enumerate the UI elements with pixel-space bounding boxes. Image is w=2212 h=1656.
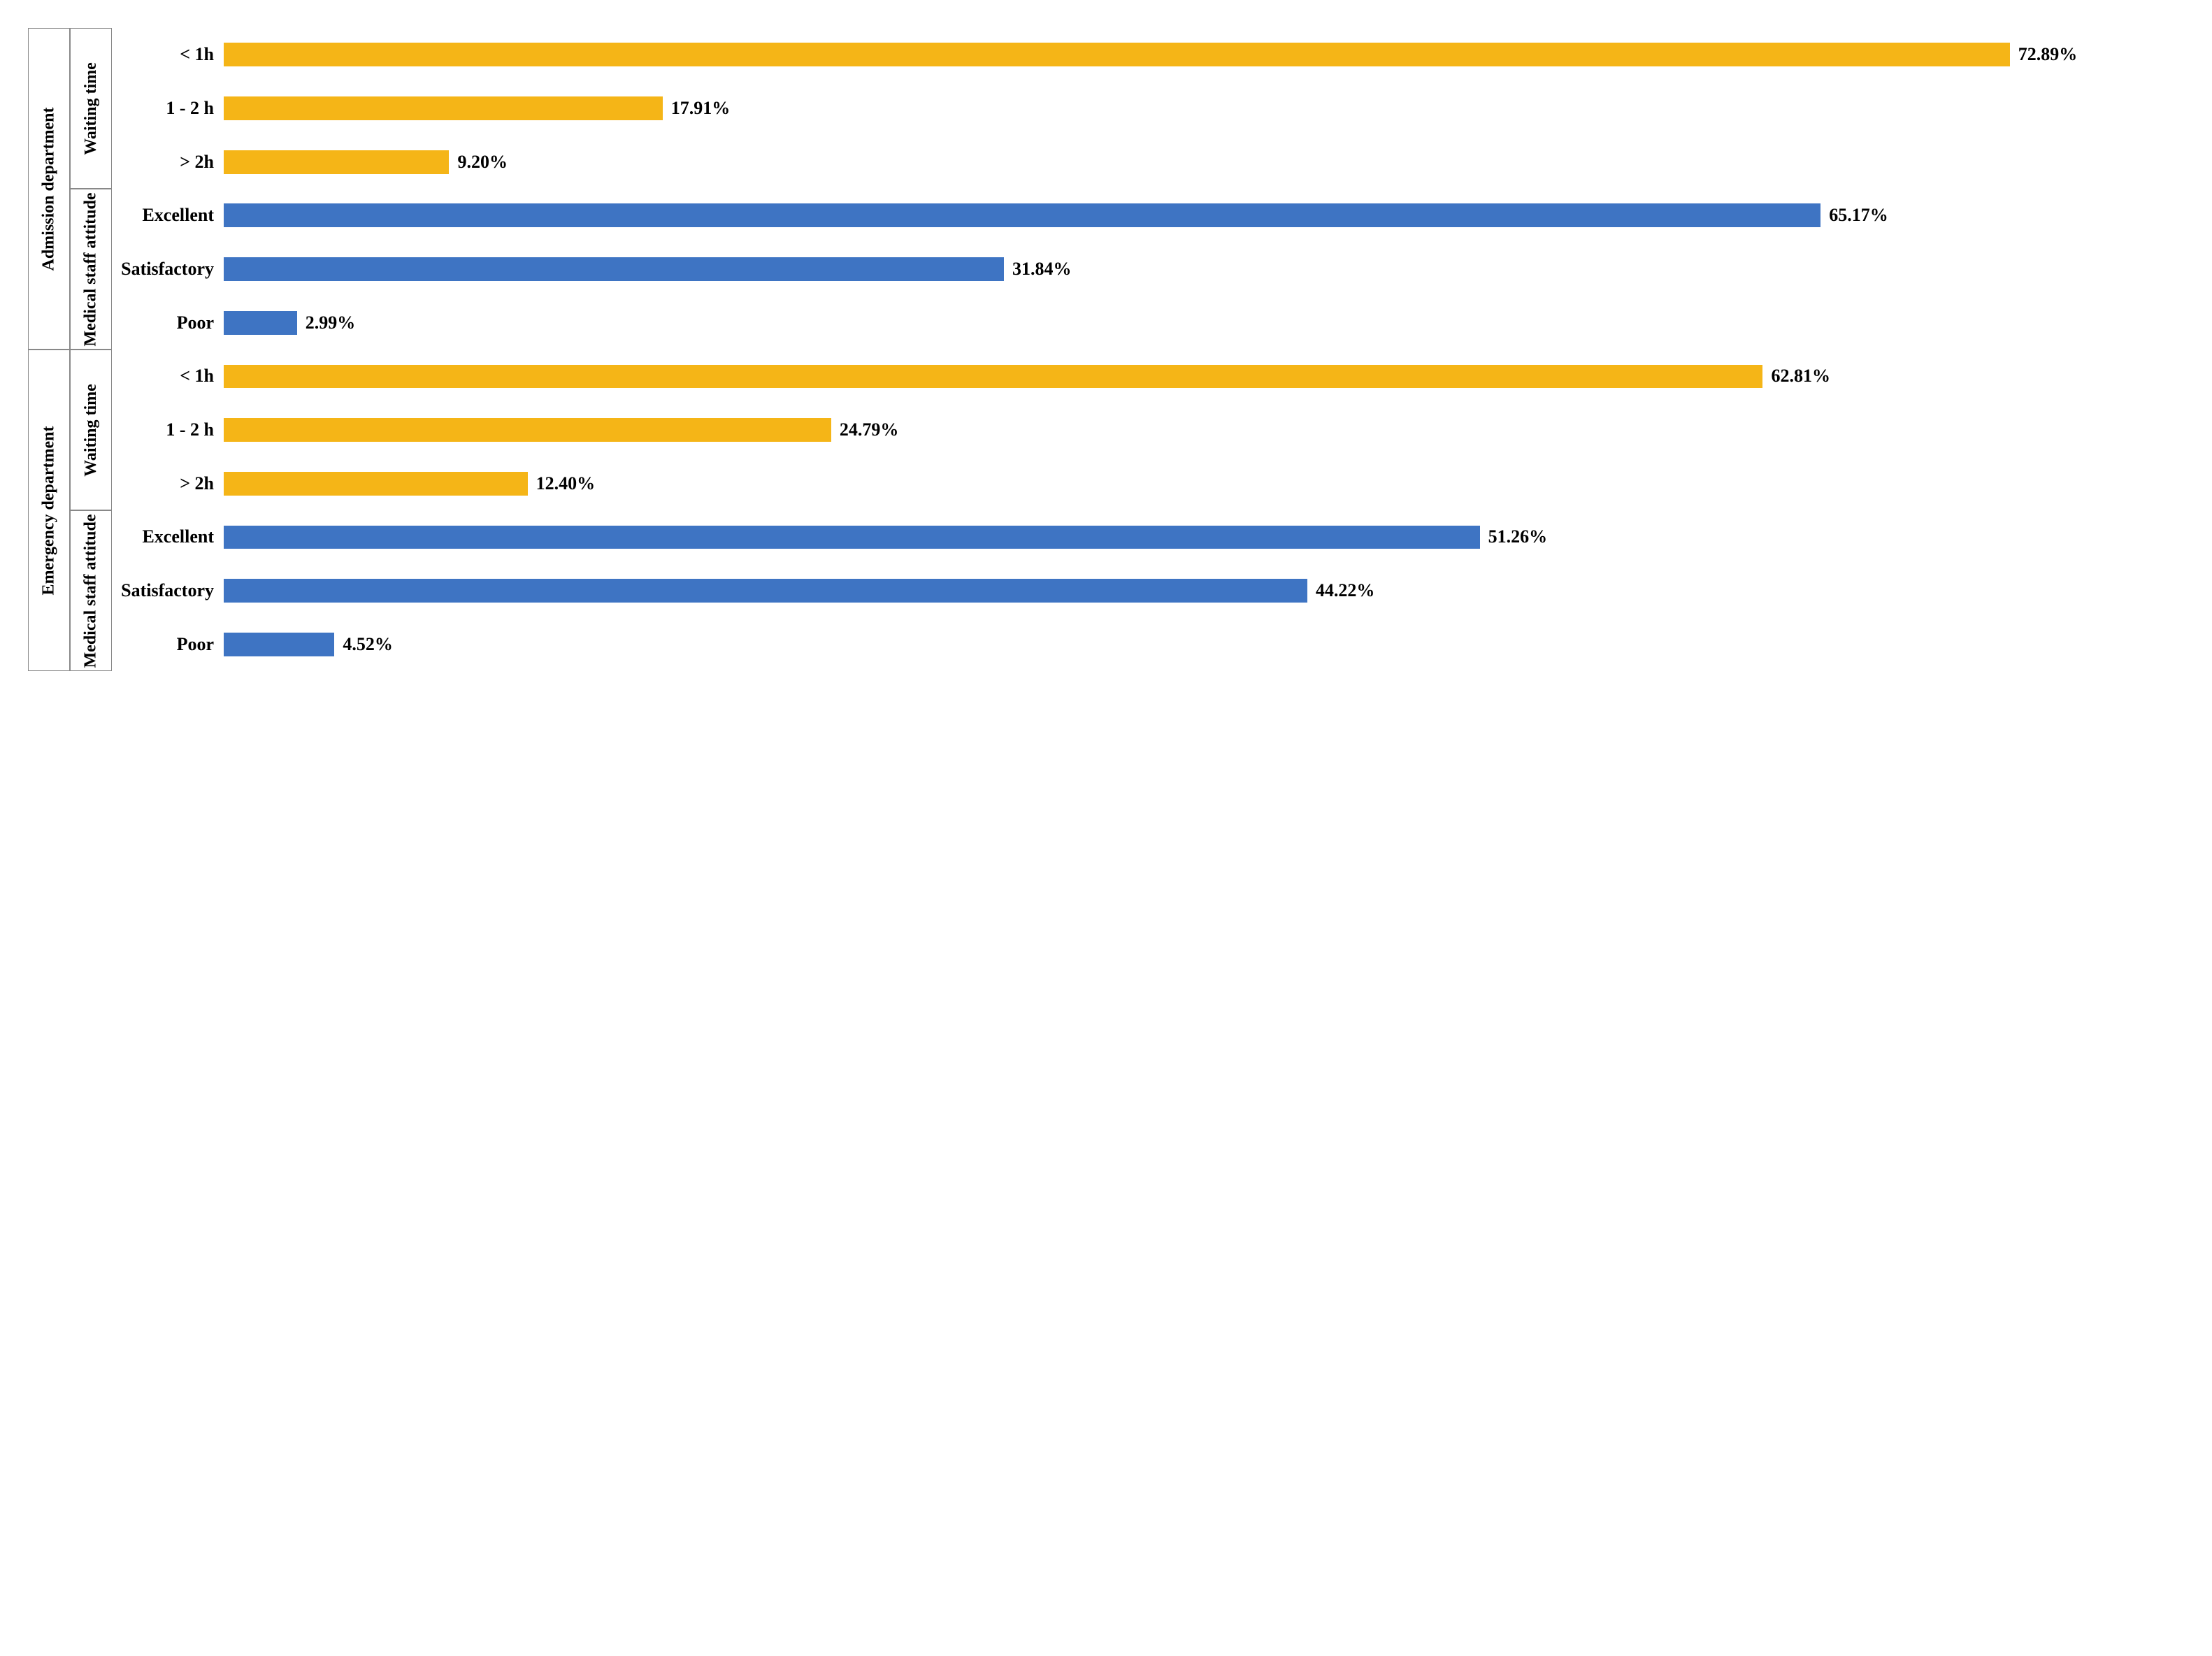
category-label: 1 - 2 h: [112, 403, 224, 457]
category-label: < 1h: [112, 28, 224, 82]
bar-value-label: 62.81%: [1771, 366, 1830, 387]
bar-row: 2.99%: [224, 296, 2184, 350]
category-label: > 2h: [112, 135, 224, 189]
subgroup-label-medical-staff: Medical staff attitude: [70, 189, 112, 350]
bar-row: 44.22%: [224, 564, 2184, 618]
bar-value-label: 31.84%: [1012, 259, 1072, 280]
category-label: Poor: [112, 617, 224, 671]
category-label: Excellent: [112, 189, 224, 243]
bar-value-label: 24.79%: [840, 419, 899, 440]
category-label: Excellent: [112, 510, 224, 564]
bar: [224, 150, 449, 174]
bar-value-label: 4.52%: [343, 634, 393, 655]
subgroup-labels-column: Waiting time Medical staff attitude Wait…: [70, 28, 112, 671]
bar-row: 31.84%: [224, 243, 2184, 296]
department-label-text: Emergency department: [40, 426, 59, 595]
subgroup-label-waiting-time: Waiting time: [70, 350, 112, 510]
bar-value-label: 65.17%: [1829, 205, 1888, 226]
bar: [224, 365, 1762, 389]
bar-row: 72.89%: [224, 28, 2184, 82]
bar: [224, 633, 334, 656]
bar: [224, 472, 528, 496]
bar-row: 51.26%: [224, 510, 2184, 564]
category-label: Satisfactory: [112, 564, 224, 618]
subgroup-label-text: Medical staff attitude: [82, 192, 101, 346]
bar: [224, 418, 831, 442]
bar-value-label: 44.22%: [1316, 580, 1375, 601]
category-labels-column: < 1h 1 - 2 h > 2h Excellent Satisfactory…: [112, 28, 224, 671]
department-label-admission: Admission department: [28, 28, 70, 350]
subgroup-label-text: Waiting time: [82, 384, 101, 477]
subgroup-label-text: Waiting time: [82, 62, 101, 155]
category-label: > 2h: [112, 456, 224, 510]
bar: [224, 96, 663, 120]
bar-row: 4.52%: [224, 617, 2184, 671]
bar-row: 62.81%: [224, 350, 2184, 403]
bar: [224, 526, 1480, 549]
bar-value-label: 9.20%: [457, 152, 508, 173]
bar: [224, 311, 297, 335]
subgroup-label-waiting-time: Waiting time: [70, 28, 112, 189]
chart-container: Admission department Emergency departmen…: [28, 28, 2184, 671]
bar: [224, 43, 2010, 66]
bars-column: 72.89% 17.91% 9.20% 65.17% 31.84% 2.99% 62.81%…: [224, 28, 2184, 671]
category-label: Satisfactory: [112, 243, 224, 296]
category-label: Poor: [112, 296, 224, 350]
bar-value-label: 72.89%: [2018, 44, 2078, 65]
department-label-emergency: Emergency department: [28, 350, 70, 671]
bar-row: 24.79%: [224, 403, 2184, 457]
bar-value-label: 2.99%: [306, 312, 356, 333]
bar: [224, 203, 1820, 227]
bar-row: 65.17%: [224, 189, 2184, 243]
bar-value-label: 12.40%: [536, 473, 596, 494]
bar-row: 9.20%: [224, 135, 2184, 189]
bar-row: 12.40%: [224, 456, 2184, 510]
bar: [224, 579, 1307, 603]
bar-row: 17.91%: [224, 82, 2184, 136]
bar-value-label: 17.91%: [671, 98, 731, 119]
bar: [224, 257, 1004, 281]
category-label: < 1h: [112, 350, 224, 403]
department-labels-column: Admission department Emergency departmen…: [28, 28, 70, 671]
bar-value-label: 51.26%: [1488, 526, 1548, 547]
category-label: 1 - 2 h: [112, 82, 224, 136]
department-label-text: Admission department: [40, 107, 59, 271]
subgroup-label-text: Medical staff attitude: [82, 514, 101, 668]
subgroup-label-medical-staff: Medical staff attitude: [70, 510, 112, 671]
